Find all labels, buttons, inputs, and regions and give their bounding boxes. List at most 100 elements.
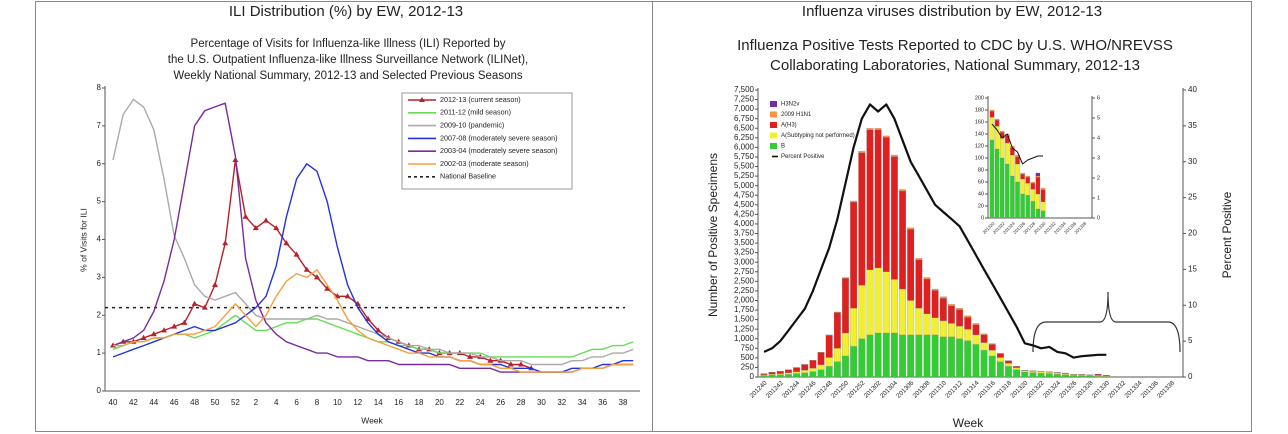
bar-segment: [793, 373, 800, 378]
bar-segment: [1078, 375, 1086, 378]
bar-segment: [1040, 210, 1046, 219]
y-tick-label: 7,000: [734, 104, 755, 113]
bar-segment: [999, 157, 1005, 219]
zoom-bracket: [1032, 291, 1181, 353]
bar-segment: [874, 129, 882, 269]
y-tick-label: 140: [975, 131, 984, 137]
bar-segment: [988, 350, 996, 357]
y2-tick-label: 2: [1097, 175, 1100, 181]
bar-segment: [907, 229, 915, 301]
bar-segment: [825, 357, 833, 367]
chart-title: Influenza Positive Tests Reported to CDC…: [737, 37, 1173, 54]
x-tick-label: 32: [557, 398, 566, 407]
bar-segment: [1020, 172, 1025, 175]
x-tick-label: 201338: [1073, 221, 1087, 235]
y-tick-label: 3,750: [734, 229, 755, 238]
bar-segment: [980, 334, 988, 343]
bar-segment: [915, 308, 923, 336]
bar-segment: [923, 277, 931, 280]
bar-segment: [956, 326, 963, 339]
bar-segment: [931, 290, 939, 318]
legend-label: 2011-12 (mild season): [440, 108, 511, 117]
bar-segment: [785, 369, 792, 373]
series-line: [112, 314, 634, 358]
bar-segment: [1020, 178, 1025, 195]
legend-label: A(H3): [781, 123, 797, 129]
bar-segment: [989, 111, 995, 118]
y2-tick-label: 0: [1188, 372, 1193, 381]
bar-segment: [956, 338, 963, 378]
bar-segment: [1053, 374, 1061, 378]
bar-segment: [1013, 367, 1021, 370]
legend-label: 2009 H1N1: [781, 112, 812, 118]
bar-segment: [1035, 208, 1041, 219]
bar-segment: [1086, 375, 1094, 377]
y-tick-label: 2,000: [734, 296, 755, 305]
bar-segment: [1040, 201, 1046, 211]
y-tick-label: 1,000: [734, 334, 755, 343]
y-tick-label: 3,250: [734, 248, 755, 257]
bar-segment: [768, 372, 776, 375]
bar-segment: [1078, 374, 1086, 376]
bar-segment: [801, 370, 809, 373]
series-marker: [150, 330, 157, 337]
bar-segment: [1030, 201, 1035, 219]
legend-marker: [419, 97, 425, 102]
bar-segment: [890, 332, 898, 378]
bar-segment: [1005, 163, 1010, 219]
bar-segment: [907, 300, 915, 336]
bar-segment: [899, 190, 906, 290]
y-tick-label: 120: [975, 143, 984, 149]
bar-segment: [1020, 174, 1025, 180]
y-tick-label: 6: [97, 159, 102, 168]
bar-segment: [1070, 374, 1078, 376]
y-tick-label: 4,000: [734, 219, 755, 228]
y-tick-label: 4,250: [734, 209, 755, 218]
legend-swatch: [770, 111, 777, 118]
x-tick-label: 10: [333, 398, 342, 407]
bar-segment: [989, 109, 995, 112]
bar-segment: [809, 368, 817, 372]
bar-segment: [956, 309, 963, 327]
bar-segment: [768, 374, 776, 376]
x-tick-label: 28: [517, 398, 526, 407]
bar-segment: [915, 258, 923, 261]
bar-segment: [890, 156, 898, 280]
y-tick-label: 3,500: [734, 238, 755, 247]
bar-segment: [1029, 372, 1037, 378]
y-tick-label: 200: [975, 95, 984, 101]
bar-segment: [833, 312, 841, 349]
y2-tick-label: 35: [1188, 121, 1197, 130]
bar-segment: [817, 369, 825, 378]
y-tick-label: 2,500: [734, 276, 755, 285]
chart-title: the U.S. Outpatient Influenza-like Illne…: [168, 54, 529, 66]
bar-segment: [988, 344, 996, 351]
legend-label: 2012-13 (current season): [440, 95, 521, 104]
bar-segment: [882, 137, 890, 272]
x-tick-label: 24: [476, 398, 485, 407]
y-axis-label: Number of Positive Specimens: [706, 153, 720, 317]
y-tick-label: 1,500: [734, 315, 755, 324]
y2-tick-label: 0: [1097, 215, 1100, 221]
bar-segment: [850, 308, 858, 347]
series-line: [113, 269, 634, 373]
y-tick-label: 160: [975, 119, 984, 125]
bar-segment: [768, 374, 776, 378]
x-axis-label: Week: [953, 416, 984, 430]
y-tick-label: 60: [978, 179, 984, 185]
bar-segment: [923, 334, 931, 378]
y-tick-label: 6,250: [734, 133, 755, 142]
bar-segment: [890, 154, 898, 157]
legend-box: [401, 92, 573, 190]
y-tick-label: 0: [97, 386, 102, 395]
y-tick-label: 7,500: [734, 85, 755, 94]
y-tick-label: 7: [97, 121, 102, 130]
bar-segment: [972, 344, 980, 378]
bar-segment: [1010, 175, 1015, 219]
bar-segment: [817, 352, 825, 365]
bar-segment: [948, 304, 955, 306]
bar-segment: [1102, 375, 1110, 377]
series-marker: [212, 281, 218, 287]
x-tick-label: 52: [231, 398, 240, 407]
